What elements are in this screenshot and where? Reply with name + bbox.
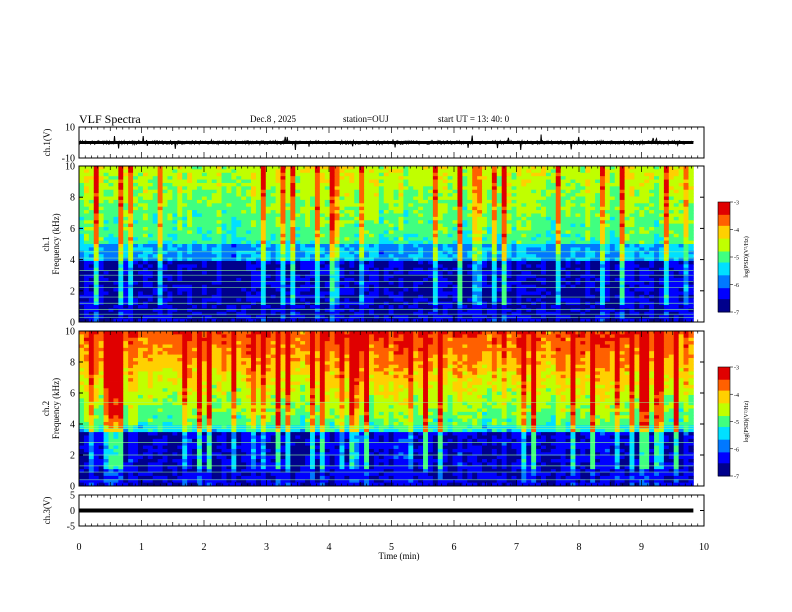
ytick-label-ch2: 2 [70, 451, 75, 462]
ylabel-ch2-frequency: Frequency (kHz) [51, 378, 61, 439]
ytick-label-ch3: 0 [70, 506, 75, 517]
colorbar-ch2: -3 -4 -5 -6 -7 [717, 366, 739, 481]
ylabel-ch1-frequency: Frequency (kHz) [51, 213, 61, 274]
ytick-label-ch1: 8 [70, 193, 75, 204]
colorbar-tick-label: -6 [734, 283, 739, 289]
colorbar-tick-label: -7 [734, 311, 739, 317]
ylabel-ch2-name: ch.2 [41, 401, 51, 416]
colorbar-tick-label: -4 [734, 393, 739, 399]
colorbar-tick-label: -4 [734, 228, 739, 234]
colorbar-label-ch1: log(PSD)(V²/Hz) [743, 236, 750, 277]
colorbar-tick-label: -5 [734, 256, 739, 262]
ytick-label-ch1: 10 [65, 123, 75, 134]
xtick-label: 6 [452, 542, 457, 553]
colorbar-label-ch2: log(PSD)(V²/Hz) [743, 401, 750, 442]
ytick-label-ch1: 0 [70, 318, 75, 329]
ytick-label-ch2: 0 [70, 482, 75, 493]
colorbar-tick-label: -3 [734, 201, 739, 207]
ytick-label-ch3: -5 [67, 522, 75, 533]
ytick-label-ch1: 6 [70, 224, 75, 235]
colorbar-tick-label: -3 [734, 366, 739, 372]
ytick-label-ch2: 4 [70, 420, 75, 431]
xtick-label: 7 [514, 542, 519, 553]
start-time-label: start UT = 13: 40: 0 [438, 114, 510, 124]
ytick-label-ch1: -10 [62, 154, 75, 165]
ylabel-ch1: ch.1(V) [42, 129, 52, 157]
xtick-label: 8 [577, 542, 582, 553]
colorbar-ch1: -3 -4 -5 -6 -7 [717, 201, 739, 317]
xtick-label: 2 [202, 542, 207, 553]
colorbar-tick-label: -6 [734, 447, 739, 453]
xaxis-label: Time (min) [379, 551, 420, 561]
colorbar-tick-label: -7 [734, 475, 739, 481]
xtick-label: 4 [327, 542, 332, 553]
xtick-label: 0 [77, 542, 82, 553]
ytick-label-ch2: 6 [70, 389, 75, 400]
colorbar-tick-label: -5 [734, 420, 739, 426]
xtick-label: 1 [139, 542, 144, 553]
ytick-label-ch1: 10 [65, 162, 75, 173]
ytick-label-ch1: 2 [70, 286, 75, 297]
ylabel-ch1-name: ch.1 [41, 236, 51, 251]
xtick-label: 3 [264, 542, 269, 553]
station-label: station=OUJ [343, 114, 389, 124]
spectrogram-ch2 [79, 331, 694, 487]
ytick-label-ch3: 5 [70, 491, 75, 502]
xtick-label: 9 [639, 542, 644, 553]
ytick-label-ch2: 8 [70, 358, 75, 369]
ylabel-ch3: ch.3(V) [42, 497, 52, 525]
ytick-label-ch1: 4 [70, 255, 75, 266]
spectrogram-ch1 [79, 166, 694, 323]
plot-title: VLF Spectra [79, 112, 141, 126]
xtick-label: 10 [699, 542, 709, 553]
ytick-label-ch2: 10 [65, 327, 75, 338]
date-label: Dec.8 , 2025 [250, 114, 296, 124]
xtick-label: 5 [389, 542, 394, 553]
